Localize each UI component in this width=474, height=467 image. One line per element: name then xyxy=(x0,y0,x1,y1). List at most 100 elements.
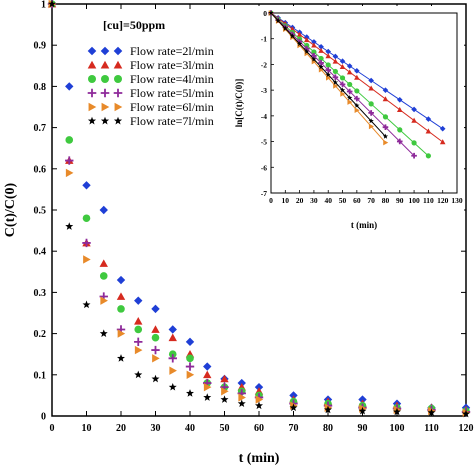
inset-data-point xyxy=(268,10,274,16)
inset-data-point xyxy=(347,99,353,105)
main-y-tick-label: 0.8 xyxy=(34,82,47,93)
inset-data-point xyxy=(318,55,324,62)
main-data-point xyxy=(65,82,74,91)
main-marks xyxy=(47,0,471,418)
inset-x-tick-label: 100 xyxy=(408,196,420,205)
main-x-tick-label: 120 xyxy=(459,423,474,434)
main-data-point xyxy=(220,374,229,383)
inset-y-tick-label: -5 xyxy=(261,138,267,147)
inset-x-tick-label: 70 xyxy=(367,196,375,205)
main-data-point xyxy=(203,393,212,401)
main-data-point xyxy=(358,406,367,415)
main-data-point xyxy=(134,325,143,334)
concentration-annotation: [cu]=50ppm xyxy=(103,18,165,32)
legend-marker xyxy=(87,88,97,98)
inset-data-point xyxy=(339,63,346,69)
main-data-point xyxy=(65,168,74,178)
inset-x-tick-label: 50 xyxy=(339,196,347,205)
inset-data-point xyxy=(354,68,360,74)
inset-y-tick-label: -3 xyxy=(261,86,267,95)
inset-data-point xyxy=(304,48,310,54)
inset-data-point xyxy=(296,31,303,37)
legend-marker xyxy=(100,88,110,98)
inset-data-point xyxy=(354,88,360,94)
inset-y-tick-label: -2 xyxy=(261,60,267,69)
inset-data-point xyxy=(346,88,353,95)
main-x-tick-label: 70 xyxy=(289,423,299,434)
legend-marker xyxy=(100,116,110,125)
inset-data-point xyxy=(354,102,360,108)
legend-marker xyxy=(101,75,109,83)
inset-x-tick-label: 30 xyxy=(310,196,318,205)
inset-data-point xyxy=(411,106,417,113)
main-data-point xyxy=(65,222,74,230)
inset-data-point xyxy=(396,96,403,103)
inset-data-point xyxy=(282,25,288,31)
main-y-tick-label: 1 xyxy=(41,0,46,11)
inset-axes: 0 10 20 30 40 50 60 70 80 90 100 110 120 130 -7 -6 -5 -4 -… xyxy=(261,9,463,205)
main-data-point xyxy=(134,337,143,347)
main-data-point xyxy=(221,387,229,396)
inset-data-point xyxy=(368,110,374,116)
inset-y-tick-label: 0 xyxy=(263,9,267,18)
main-data-point xyxy=(82,214,91,223)
inset-series-6 xyxy=(268,10,389,139)
inset-data-point xyxy=(347,95,353,101)
main-data-point xyxy=(186,389,194,397)
inset-data-point xyxy=(289,26,296,32)
legend-marker xyxy=(113,116,123,125)
inset-x-tick-label: 110 xyxy=(423,196,434,205)
main-y-tick-label: 0.4 xyxy=(34,247,47,258)
main-data-point xyxy=(185,337,195,347)
main-data-point xyxy=(82,181,91,190)
inset-data-point xyxy=(325,71,331,77)
legend-entry-1: Flow rate=2l/min xyxy=(87,44,214,58)
inset-x-axis-title: t (min) xyxy=(351,220,377,230)
main-y-axis-title: C(t)/C(0) xyxy=(3,182,18,237)
inset-x-tick-label: 0 xyxy=(269,196,273,205)
inset-data-point xyxy=(354,74,360,80)
main-data-point xyxy=(427,408,436,417)
main-data-point xyxy=(289,403,298,412)
inset-data-point xyxy=(332,58,339,64)
main-x-tick-label: 0 xyxy=(50,423,55,434)
legend-marker xyxy=(88,102,97,112)
main-x-tick-label: 10 xyxy=(82,423,92,434)
legend-entry-2: Flow rate=3l/min xyxy=(87,58,214,72)
main-data-point xyxy=(324,405,332,414)
main-data-point xyxy=(203,362,212,371)
inset-data-point xyxy=(411,140,417,146)
main-data-point xyxy=(151,345,160,355)
main-x-tick-label: 110 xyxy=(424,423,438,434)
inset-x-tick-label: 10 xyxy=(282,196,290,205)
legend-entry-6: Flow rate=7l/min xyxy=(87,114,214,128)
inset-x-tick-label: 120 xyxy=(437,196,449,205)
legend-marker xyxy=(88,75,96,83)
main-data-point xyxy=(134,345,143,355)
inset-plot-frame xyxy=(270,12,458,194)
inset-marks xyxy=(268,10,446,159)
main-data-point xyxy=(151,304,160,314)
main-data-point xyxy=(186,370,195,379)
main-x-tick-label: 20 xyxy=(116,423,126,434)
inset-data-point xyxy=(332,53,339,60)
legend-label: Flow rate=7l/min xyxy=(130,114,214,128)
main-x-axis-title: t (min) xyxy=(239,451,280,466)
main-data-point xyxy=(117,354,125,362)
inset-data-point xyxy=(339,81,346,88)
inset-data-point xyxy=(325,62,331,68)
main-y-tick-label: 0.5 xyxy=(34,206,47,217)
main-data-point xyxy=(168,333,177,342)
legend-marker xyxy=(114,102,123,112)
inset-data-point xyxy=(368,123,374,130)
legend-marker xyxy=(100,46,110,56)
inset-data-point xyxy=(396,106,403,112)
legend-marker xyxy=(101,102,110,112)
legend-entry-4: Flow rate=5l/min xyxy=(87,86,214,100)
legend-label: Flow rate=3l/min xyxy=(130,58,214,72)
inset-data-point xyxy=(439,139,446,145)
legend-entry-5: Flow rate=6l/min xyxy=(88,100,214,114)
main-data-point xyxy=(168,325,177,334)
legend-marker xyxy=(113,46,123,56)
